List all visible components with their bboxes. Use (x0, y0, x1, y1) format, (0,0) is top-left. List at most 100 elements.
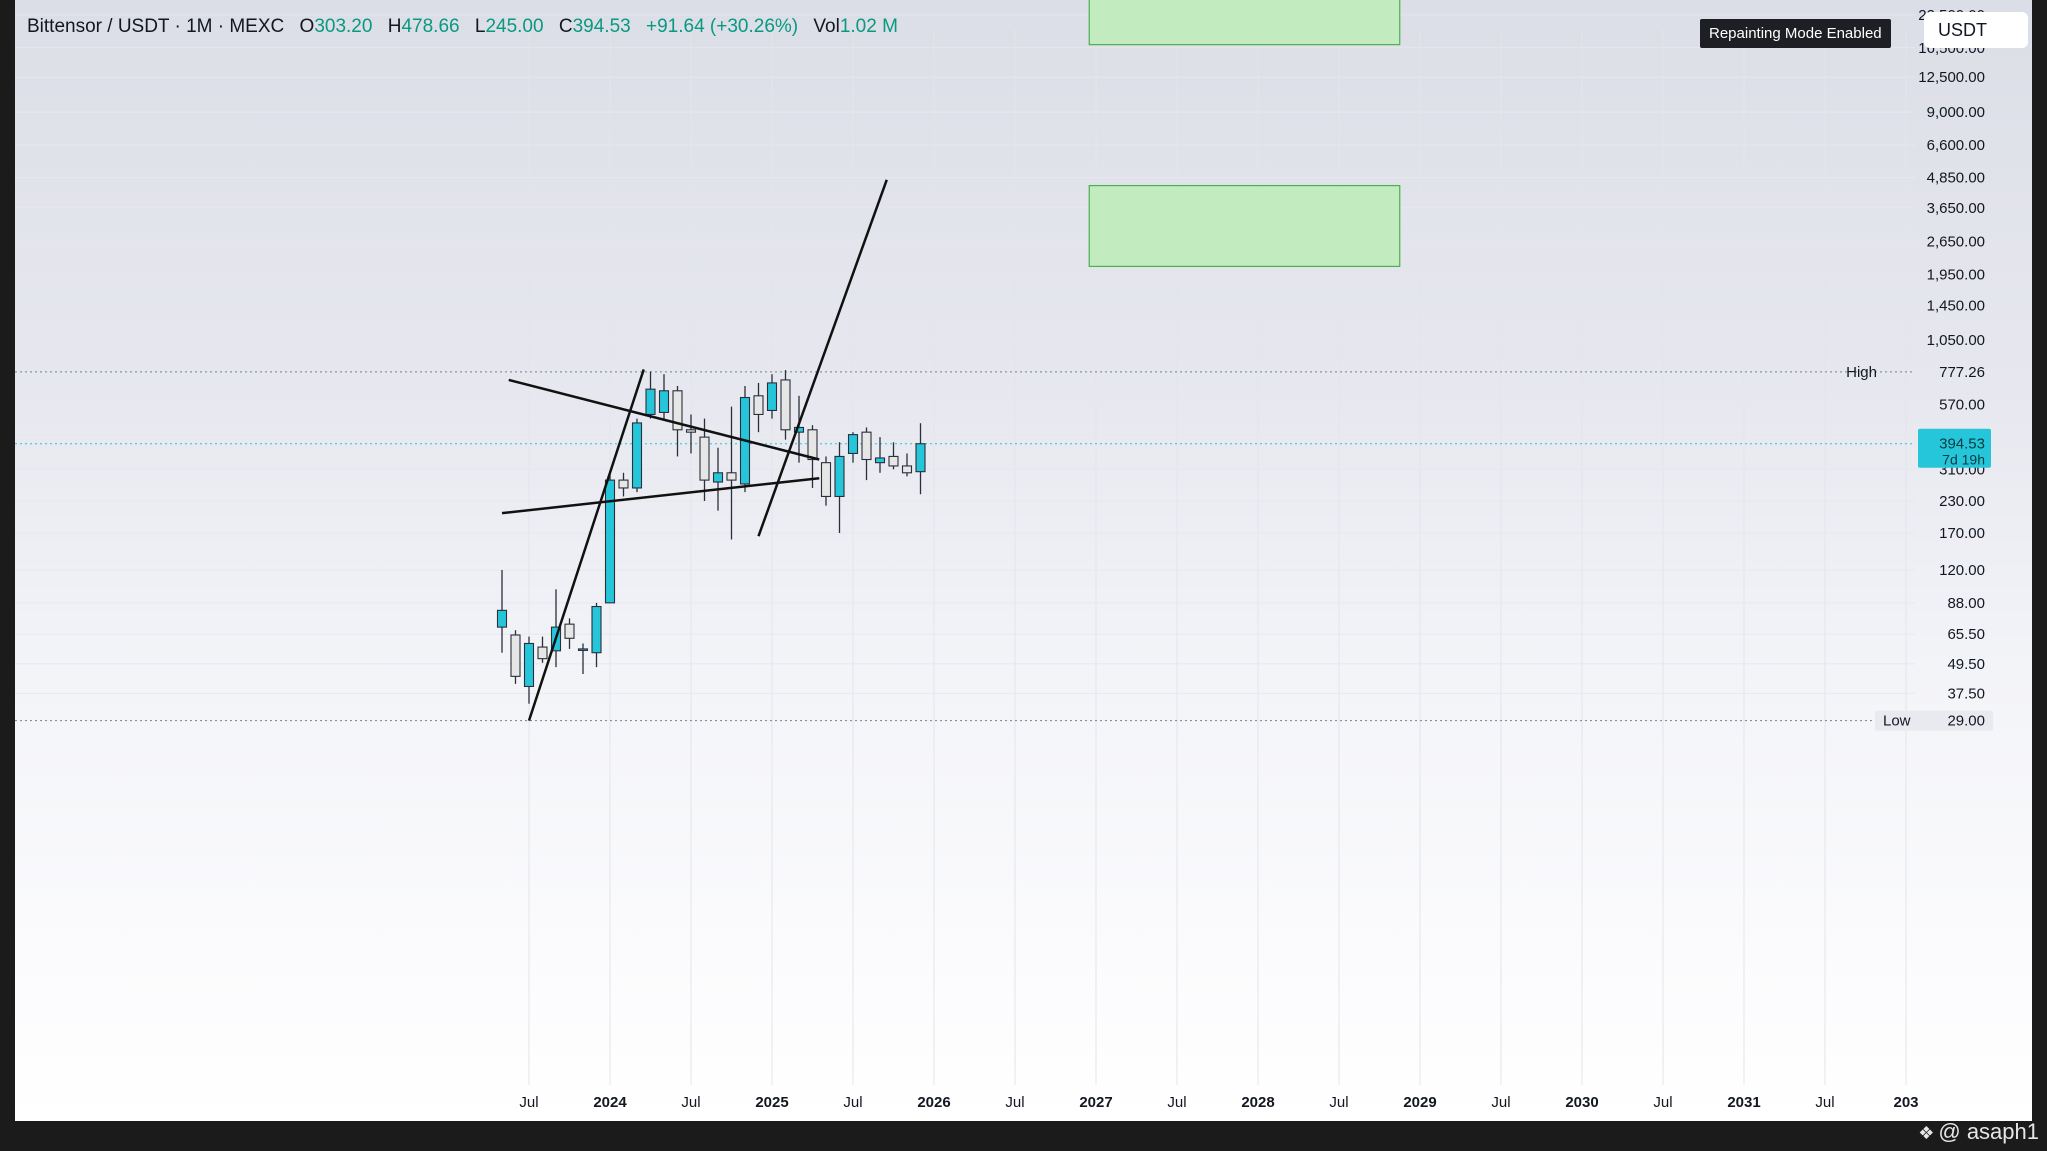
watermark-text: @ asaph1 (1938, 1119, 2039, 1144)
open-label: O (299, 16, 315, 37)
symbol-title: Bittensor / USDT · 1M · MEXC (27, 16, 285, 37)
x-tick-label: Jul (1815, 1094, 1834, 1111)
change-value: +91.64 (+30.26%) (646, 16, 799, 37)
close-label: C (558, 16, 573, 37)
candle-body (766, 382, 778, 411)
x-tick-label: Jul (1653, 1094, 1672, 1111)
candle (645, 371, 656, 419)
low-value: 245.00 (485, 16, 544, 37)
repainting-badge: Repainting Mode Enabled (1700, 19, 1891, 48)
x-tick-label: Jul (1329, 1094, 1348, 1111)
x-tick-label: Jul (519, 1094, 538, 1111)
candle-body (537, 646, 548, 660)
candle (658, 374, 670, 419)
candle-body (523, 642, 535, 688)
y-tick-label: 1,950.00 (1927, 266, 1985, 283)
y-tick-label: 3,650.00 (1927, 200, 1985, 217)
x-tick-label: 2025 (755, 1094, 788, 1111)
candle (672, 386, 683, 457)
candle-body (847, 434, 859, 455)
y-tick-label: 37.50 (1947, 685, 1985, 702)
candle (564, 618, 575, 649)
x-tick-label: Jul (681, 1094, 700, 1111)
symbol-header: Bittensor / USDT · 1M · MEXC O303.20 H47… (27, 16, 898, 38)
high-label: H (387, 16, 402, 37)
y-tick-label: 230.00 (1939, 493, 1985, 510)
y-tick-label: 65.50 (1947, 626, 1985, 643)
trend-line (757, 179, 888, 537)
candle-body (618, 479, 629, 489)
y-tick-label: 170.00 (1939, 525, 1985, 542)
candle-body (820, 462, 832, 498)
candle (766, 374, 778, 419)
high-marker-label: High (1846, 364, 1877, 381)
candle-body (874, 457, 886, 464)
candle (577, 643, 589, 674)
candle-body (496, 609, 508, 628)
y-tick-label: 6,600.00 (1927, 137, 1985, 154)
low-marker-bg (1875, 710, 1993, 731)
x-tick-label: Jul (1491, 1094, 1510, 1111)
y-tick-label: 120.00 (1939, 562, 1985, 579)
candle (510, 630, 521, 684)
low-label: L (474, 16, 486, 37)
y-tick-label: 9,000.00 (1927, 104, 1985, 121)
y-tick-label: 1,050.00 (1927, 332, 1985, 349)
candle-body (793, 426, 805, 433)
target-zone (1088, 184, 1401, 268)
x-tick-label: 2024 (593, 1094, 627, 1111)
trend-line (501, 476, 820, 515)
x-tick-label: Jul (1005, 1094, 1024, 1111)
x-tick-label: 2026 (917, 1094, 950, 1111)
candle (618, 472, 629, 497)
chart-frame[interactable]: 30,500.0022,500.0016,500.0012,500.009,00… (15, 0, 2032, 1121)
candle (861, 427, 872, 481)
x-tick-label: 2028 (1241, 1094, 1274, 1111)
x-tick-label: Jul (843, 1094, 862, 1111)
candle (523, 636, 535, 704)
candle-body (834, 455, 845, 498)
candle-body (591, 605, 602, 654)
candle (685, 414, 697, 454)
y-tick-label: 4,850.00 (1927, 170, 1985, 187)
x-tick-label: 2030 (1565, 1094, 1598, 1111)
y-tick-label: 12,500.00 (1918, 69, 1985, 86)
high-value: 478.66 (401, 16, 460, 37)
candle (780, 370, 791, 440)
candle-body (780, 379, 791, 431)
candle (820, 456, 832, 506)
candle-body (901, 465, 913, 474)
candle-body (604, 479, 616, 604)
candle (753, 382, 764, 433)
candle-body (699, 436, 710, 481)
x-tick-label: 2029 (1403, 1094, 1436, 1111)
watermark: ❖ @ asaph1 (1918, 1119, 2039, 1145)
candle-body (658, 390, 670, 413)
candle-body (685, 429, 697, 433)
candle-body (577, 648, 589, 651)
candle-body (915, 443, 926, 473)
candle (712, 447, 724, 511)
candle (631, 418, 643, 493)
candle (888, 442, 899, 470)
currency-button[interactable]: USDT (1924, 12, 2028, 48)
last-price-value: 394.53 (1939, 436, 1985, 453)
x-tick-label: 2027 (1079, 1094, 1112, 1111)
candle (699, 418, 710, 501)
candle-body (753, 395, 764, 416)
volume-label: Vol (813, 16, 840, 37)
candle (847, 432, 859, 463)
open-value: 303.20 (314, 16, 373, 37)
candle (874, 437, 886, 473)
y-tick-label: 49.50 (1947, 656, 1985, 673)
low-marker-label: Low (1883, 713, 1911, 730)
low-marker-value: 29.00 (1947, 713, 1985, 730)
y-tick-label: 2,650.00 (1927, 234, 1985, 251)
last-price-tag (1918, 428, 1991, 468)
candle (834, 442, 845, 534)
candle (591, 602, 602, 668)
close-value: 394.53 (572, 16, 631, 37)
candle-body (564, 623, 575, 639)
price-chart[interactable]: 30,500.0022,500.0016,500.0012,500.009,00… (15, 0, 2032, 1121)
y-tick-label: 1,450.00 (1927, 298, 1985, 315)
